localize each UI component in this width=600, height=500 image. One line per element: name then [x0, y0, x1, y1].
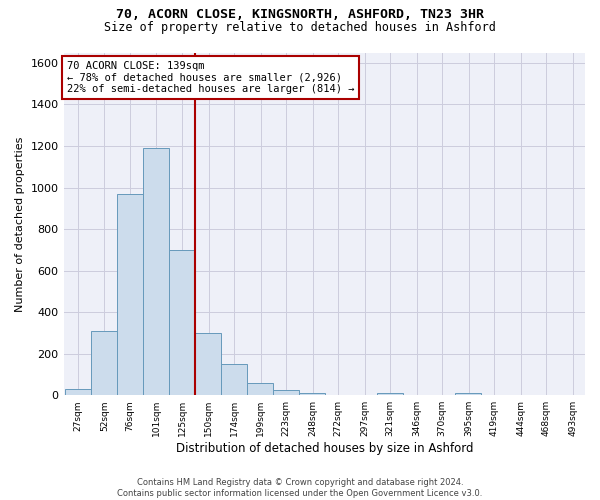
Text: Contains HM Land Registry data © Crown copyright and database right 2024.
Contai: Contains HM Land Registry data © Crown c… [118, 478, 482, 498]
Bar [221, 364, 247, 395]
Bar [273, 390, 299, 395]
Bar [65, 389, 91, 395]
Bar [377, 392, 403, 395]
Bar [116, 194, 143, 395]
Bar [455, 392, 481, 395]
Text: 70 ACORN CLOSE: 139sqm
← 78% of detached houses are smaller (2,926)
22% of semi-: 70 ACORN CLOSE: 139sqm ← 78% of detached… [67, 61, 354, 94]
Bar [195, 333, 221, 395]
Bar [169, 250, 195, 395]
Bar [91, 331, 117, 395]
Text: Size of property relative to detached houses in Ashford: Size of property relative to detached ho… [104, 21, 496, 34]
Text: 70, ACORN CLOSE, KINGSNORTH, ASHFORD, TN23 3HR: 70, ACORN CLOSE, KINGSNORTH, ASHFORD, TN… [116, 8, 484, 20]
Bar [299, 393, 325, 395]
Bar [247, 382, 273, 395]
Bar [143, 148, 169, 395]
Y-axis label: Number of detached properties: Number of detached properties [15, 136, 25, 312]
X-axis label: Distribution of detached houses by size in Ashford: Distribution of detached houses by size … [176, 442, 473, 455]
